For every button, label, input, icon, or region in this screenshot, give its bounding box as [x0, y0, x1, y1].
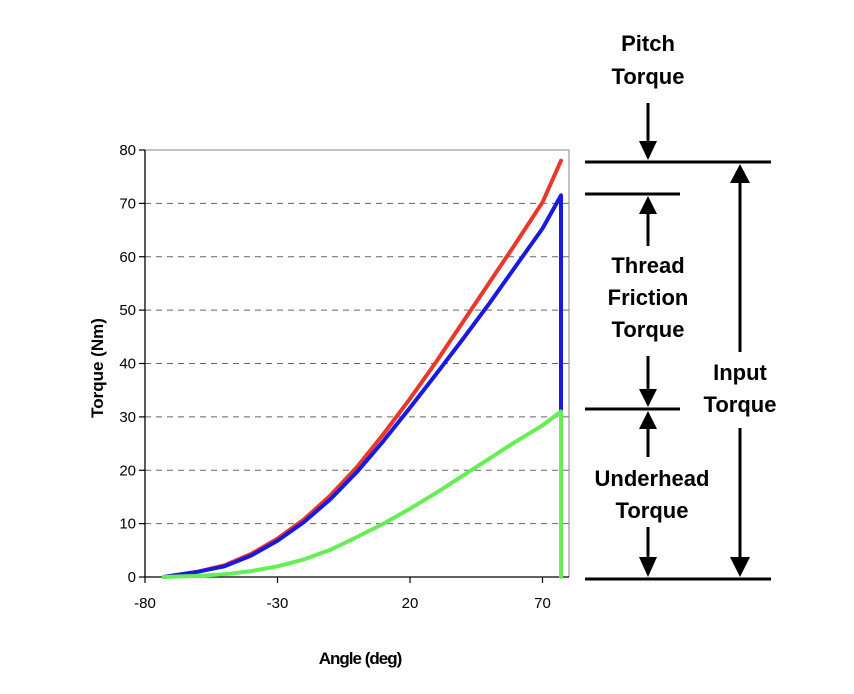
thread-label-line1: Thread — [611, 253, 684, 278]
y-tick-label: 80 — [119, 142, 136, 159]
y-tick-label: 20 — [119, 462, 136, 479]
x-tick-label: -80 — [134, 595, 156, 612]
green-torque-line — [161, 409, 563, 579]
underhead-label-line2: Torque — [616, 498, 689, 523]
underhead-down-arrow-head — [639, 557, 657, 577]
y-axis-title: Torque (Nm) — [88, 318, 107, 418]
input-label-line2: Torque — [704, 392, 777, 417]
x-axis-title: Angle (deg) — [319, 649, 402, 668]
y-tick-label: 70 — [119, 195, 136, 212]
y-tick-label: 30 — [119, 409, 136, 426]
pitch-label-line2: Torque — [612, 64, 685, 89]
blue-torque-line — [161, 193, 563, 579]
y-tick-label: 40 — [119, 356, 136, 373]
y-tick-label: 10 — [119, 516, 136, 533]
x-tick-label: 70 — [534, 595, 551, 612]
y-tick-label: 60 — [119, 249, 136, 266]
pitch-arrow-head — [639, 141, 657, 160]
red-torque-line — [161, 158, 563, 579]
x-tick-label: 20 — [402, 595, 419, 612]
thread-up-arrow-head — [639, 196, 657, 214]
y-ticks: 0 10 20 30 40 50 60 70 80 — [119, 142, 145, 586]
torque-breakdown-diagram: Pitch Torque Thread Friction Torque Unde… — [585, 31, 777, 581]
underhead-label-line1: Underhead — [595, 466, 710, 491]
gridlines — [145, 202, 569, 525]
x-tick-label: -30 — [267, 595, 289, 612]
y-tick-label: 50 — [119, 302, 136, 319]
y-tick-label: 0 — [128, 569, 136, 586]
input-label-line1: Input — [713, 360, 767, 385]
thread-label-line2: Friction — [608, 285, 689, 310]
input-up-arrow-head — [730, 164, 750, 183]
input-down-arrow-head — [730, 557, 750, 577]
underhead-up-arrow-head — [639, 411, 657, 429]
x-ticks: -80 -30 20 70 — [134, 577, 551, 612]
thread-label-line3: Torque — [612, 317, 685, 342]
thread-down-arrow-head — [639, 389, 657, 407]
data-series — [161, 158, 563, 579]
pitch-label-line1: Pitch — [621, 31, 675, 56]
